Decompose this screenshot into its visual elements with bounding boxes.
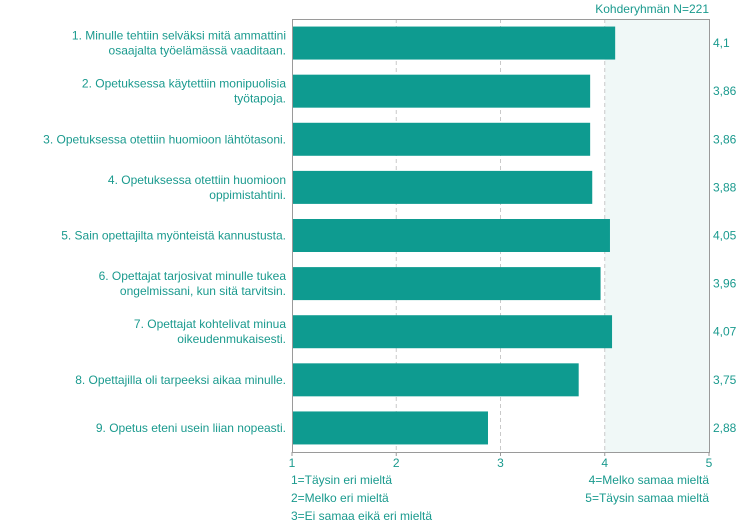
category-label-8: 8. Opettajilla oli tarpeeksi aikaa minul… [75, 373, 286, 387]
x-tick-label-2: 2 [393, 456, 400, 470]
bar-4 [293, 170, 593, 204]
chart-subtitle: Kohderyhmän N=221 [595, 2, 709, 16]
bar-8 [293, 363, 579, 397]
bar-7 [293, 315, 613, 349]
x-tick-label-5: 5 [706, 456, 713, 470]
category-label-4: 4. Opetuksessa otettiin huomioon oppimist… [108, 173, 286, 202]
value-label-9: 2,88 [713, 421, 737, 435]
value-label-7: 4,07 [713, 325, 737, 339]
category-label-5: 5. Sain opettajilta myönteistä kannustus… [61, 229, 286, 243]
x-tick-label-1: 1 [289, 456, 296, 470]
value-label-6: 3,96 [713, 277, 737, 291]
value-label-4: 3,88 [713, 180, 737, 194]
highlight-band [604, 19, 709, 452]
legend-item-2: 2=Melko eri mieltä [291, 491, 389, 505]
category-label-1: 1. Minulle tehtiin selväksi mitä ammatti… [72, 29, 286, 58]
x-tick-label-3: 3 [497, 456, 504, 470]
value-label-5: 4,05 [713, 229, 737, 243]
legend-item-4: 4=Melko samaa mieltä [589, 473, 710, 487]
bar-2 [293, 74, 591, 108]
category-label-3: 3. Opetuksessa otettiin huomioon lähtöta… [43, 132, 286, 146]
value-label-2: 3,86 [713, 84, 737, 98]
value-label-1: 4,1 [713, 36, 730, 50]
bar-6 [293, 267, 601, 301]
bar-1 [293, 26, 616, 60]
category-label-2: 2. Opetuksessa käytettiin monipuolisia ty… [82, 77, 286, 106]
value-label-8: 3,75 [713, 373, 737, 387]
category-label-6: 6. Opettajat tarjosivat minulle tukea ong… [99, 269, 287, 298]
legend-item-1: 1=Täysin eri mieltä [291, 473, 392, 487]
category-label-9: 9. Opetus eteni usein liian nopeasti. [96, 421, 286, 435]
bar-9 [293, 411, 488, 445]
legend-item-3: 3=Ei samaa eikä eri mieltä [291, 509, 432, 523]
x-tick-label-4: 4 [601, 456, 608, 470]
category-label-7: 7. Opettajat kohtelivat minua oikeudenmuk… [134, 317, 286, 346]
bar-5 [293, 219, 610, 252]
bar-3 [293, 122, 591, 156]
value-label-3: 3,86 [713, 132, 737, 146]
legend-item-5: 5=Täysin samaa mieltä [585, 491, 709, 505]
